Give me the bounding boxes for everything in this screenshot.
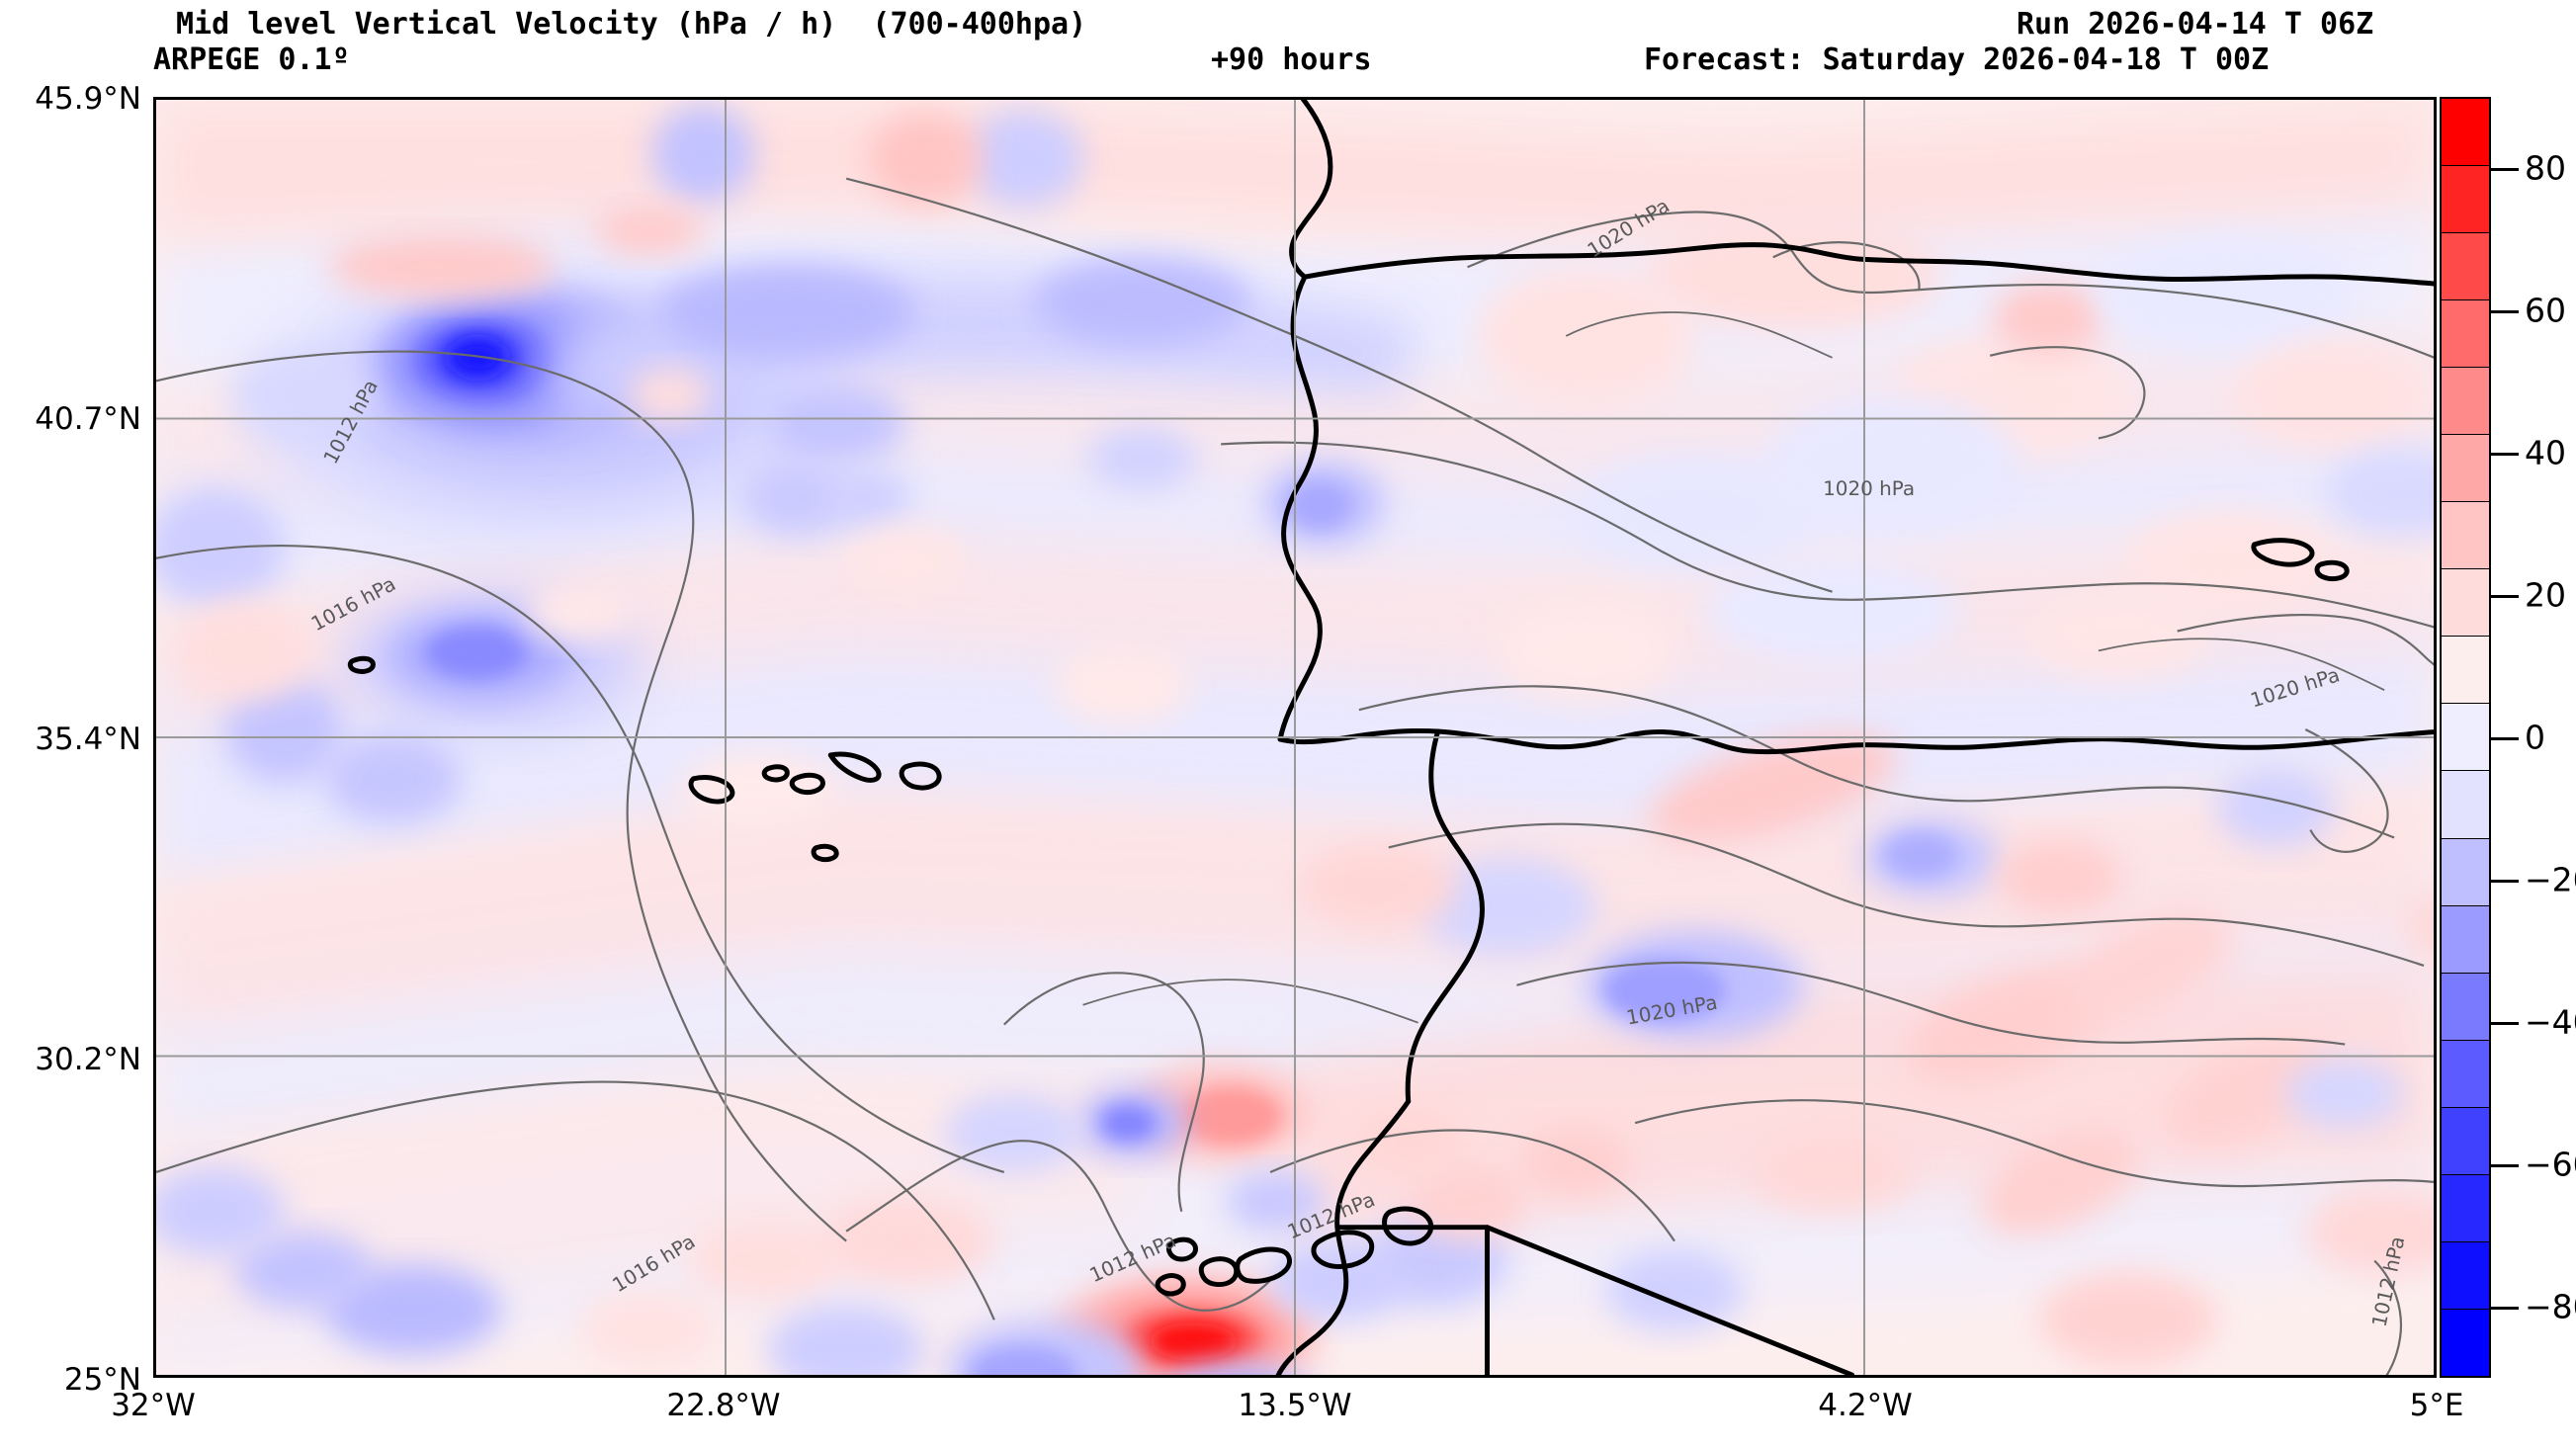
map-plot-area[interactable]: 1012 hPa 1016 hPa 1016 hPa 1012 hPa 1012 hPa… bbox=[153, 97, 2437, 1378]
field-iberia bbox=[1477, 222, 2434, 701]
colorbar-band bbox=[2442, 300, 2489, 369]
minor-coast-layer bbox=[1082, 311, 2385, 1024]
colorbar-tick-label: 40 bbox=[2525, 433, 2566, 472]
x-axis-tick-0: 32°W bbox=[111, 1388, 196, 1423]
page-title: Mid level Vertical Velocity (hPa / h) (7… bbox=[176, 7, 1087, 42]
y-axis-tick-1: 40.7°N bbox=[35, 401, 141, 437]
colorbar-band bbox=[2442, 1309, 2489, 1376]
field-canaries bbox=[156, 1064, 1631, 1375]
colorbar-band bbox=[2442, 435, 2489, 503]
colorbar-tick-label: −60 bbox=[2525, 1145, 2576, 1184]
colorbar-band bbox=[2442, 905, 2489, 974]
isobar-lines bbox=[156, 177, 2434, 1375]
colorbar-tick-label: −40 bbox=[2525, 1002, 2576, 1042]
x-axis-tick-3: 4.2°W bbox=[1818, 1388, 1913, 1423]
colorbar-tick-label: 20 bbox=[2525, 575, 2566, 615]
colorbar-tick-mark bbox=[2491, 1164, 2519, 1167]
colorbar-tick-label: 0 bbox=[2525, 718, 2545, 757]
colorbar-tick-mark bbox=[2491, 453, 2519, 456]
colorbar-tick-mark bbox=[2491, 168, 2519, 171]
colorbar-band bbox=[2442, 973, 2489, 1041]
x-axis-tick-1: 22.8°W bbox=[666, 1388, 781, 1423]
ascent-core-main bbox=[246, 257, 1418, 535]
ascent-blobs-atlantic bbox=[156, 104, 1384, 824]
run-time-label: Run 2026-04-14 T 06Z bbox=[2017, 7, 2374, 42]
x-axis-tick-4: 5°E bbox=[2409, 1388, 2464, 1423]
colorbar-band bbox=[2442, 1174, 2489, 1242]
colorbar-band bbox=[2442, 1107, 2489, 1175]
x-axis-tick-2: 13.5°W bbox=[1238, 1388, 1352, 1423]
colorbar-band bbox=[2442, 569, 2489, 638]
model-label: ARPEGE 0.1º bbox=[153, 43, 350, 77]
y-axis-tick-3: 30.2°N bbox=[35, 1042, 141, 1077]
lead-time-label: +90 hours bbox=[1211, 43, 1372, 77]
colorbar-tick-label: −80 bbox=[2525, 1287, 2576, 1326]
colorbar-band bbox=[2442, 838, 2489, 906]
colorbar-band bbox=[2442, 637, 2489, 705]
colorbar-tick-label: 80 bbox=[2525, 148, 2566, 188]
colorbar-tick-mark bbox=[2491, 595, 2519, 598]
y-axis-tick-0: 45.9°N bbox=[35, 81, 141, 117]
y-axis-tick-4: 25°N bbox=[63, 1362, 141, 1398]
y-axis-tick-2: 35.4°N bbox=[35, 722, 141, 757]
colorbar-band bbox=[2442, 368, 2489, 436]
colorbar-band bbox=[2442, 704, 2489, 772]
colorbar-band bbox=[2442, 1040, 2489, 1108]
colorbar-tick-label: 60 bbox=[2525, 291, 2566, 330]
colorbar-tick-label: −20 bbox=[2525, 860, 2576, 899]
forecast-time-label: Forecast: Saturday 2026-04-18 T 00Z bbox=[1644, 43, 2270, 77]
colorbar-ticks: 80 60 40 20 0 −20 −40 −60 −80 bbox=[2440, 97, 2576, 1378]
colorbar-band bbox=[2442, 166, 2489, 234]
coastline-layer bbox=[347, 100, 2434, 1375]
colorbar-tick-mark bbox=[2491, 1307, 2519, 1310]
graticule-layer bbox=[156, 100, 2434, 1375]
colorbar-band bbox=[2442, 1241, 2489, 1310]
isobar-label: 1020 hPa bbox=[1823, 477, 1915, 500]
descent-blobs-atlantic bbox=[175, 111, 1192, 826]
colorbar-tick-mark bbox=[2491, 1022, 2519, 1025]
colorbar[interactable] bbox=[2440, 97, 2491, 1378]
colorbar-band bbox=[2442, 502, 2489, 570]
colorbar-tick-mark bbox=[2491, 737, 2519, 740]
colorbar-band bbox=[2442, 99, 2489, 167]
colorbar-band bbox=[2442, 233, 2489, 301]
colorbar-tick-mark bbox=[2491, 880, 2519, 883]
colorbar-tick-mark bbox=[2491, 310, 2519, 313]
colorbar-band bbox=[2442, 771, 2489, 839]
